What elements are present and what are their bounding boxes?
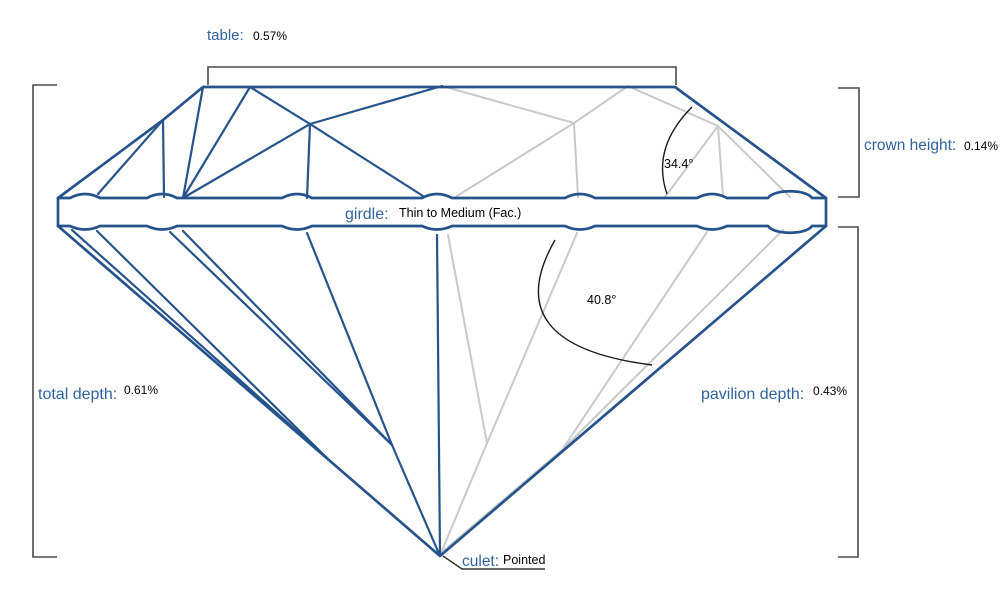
crown-facet-line bbox=[181, 85, 205, 200]
culet-label: culet: bbox=[462, 553, 499, 570]
pavilion-depth-value: 0.43% bbox=[813, 384, 847, 398]
back-pavilion-facet-line bbox=[447, 234, 488, 444]
crown-facet-line bbox=[181, 85, 252, 200]
back-crown-facet-line bbox=[456, 122, 575, 197]
crown-facet-line bbox=[308, 84, 444, 126]
back-pavilion-facet-line bbox=[486, 232, 578, 444]
back-crown-facet-line bbox=[664, 125, 719, 198]
crown-height-label: crown height: bbox=[864, 137, 956, 154]
crown-facet-line bbox=[181, 122, 312, 200]
table-label: table: bbox=[207, 27, 244, 44]
pavilion-depth-bracket bbox=[838, 226, 859, 558]
pavilion-facet-line bbox=[168, 230, 394, 447]
back-crown-facet-line bbox=[441, 85, 575, 124]
table-bracket bbox=[207, 66, 677, 85]
crown-height-bracket bbox=[838, 87, 860, 198]
measurement-brackets bbox=[32, 66, 860, 558]
crown-height-value: 0.14% bbox=[964, 139, 998, 153]
pavilion-facet-line bbox=[95, 229, 329, 460]
total-depth-label: total depth: bbox=[38, 386, 117, 403]
pavilion-facet-line bbox=[435, 233, 442, 558]
crown-facet-line bbox=[305, 122, 312, 200]
back-crown-facet-line bbox=[627, 85, 719, 127]
table-value: 0.57% bbox=[253, 29, 287, 43]
back-crown-facet-line bbox=[573, 122, 579, 198]
diagram-labels: table: 0.57% crown height: 0.14% girdle:… bbox=[38, 27, 998, 570]
pavilion-facet-line bbox=[390, 443, 442, 558]
front-facet-lines bbox=[70, 84, 444, 558]
pavilion-angle-value: 40.8° bbox=[587, 293, 616, 307]
back-facet-lines bbox=[440, 85, 791, 554]
crown-facet-line bbox=[96, 118, 165, 196]
crown-profile bbox=[56, 85, 828, 200]
back-crown-facet-line bbox=[717, 125, 724, 197]
crown-angle-value: 34.4° bbox=[664, 157, 693, 171]
diamond-outline bbox=[56, 85, 828, 558]
pavilion-facet-line bbox=[305, 231, 394, 447]
pavilion-facet-line bbox=[181, 229, 394, 447]
back-pavilion-facet-line bbox=[561, 231, 708, 451]
girdle-value: Thin to Medium (Fac.) bbox=[399, 206, 521, 220]
girdle-label: girdle: bbox=[345, 206, 389, 223]
total-depth-bracket bbox=[32, 84, 57, 558]
back-crown-facet-line bbox=[717, 125, 791, 198]
pavilion-angle-arc bbox=[537, 239, 653, 366]
pavilion-depth-label: pavilion depth: bbox=[701, 386, 804, 403]
back-pavilion-facet-line bbox=[440, 442, 488, 554]
crown-facet-line bbox=[308, 122, 425, 198]
angle-arcs bbox=[537, 106, 693, 366]
crown-facet-line bbox=[161, 118, 166, 199]
total-depth-value: 0.61% bbox=[124, 383, 158, 397]
culet-value: Pointed bbox=[503, 553, 545, 567]
pavilion-profile bbox=[56, 224, 828, 558]
back-pavilion-facet-line bbox=[561, 229, 784, 451]
crown-angle-arc bbox=[661, 106, 693, 195]
culet-leader-line bbox=[442, 555, 545, 570]
back-crown-facet-line bbox=[573, 85, 629, 124]
crown-facet-line bbox=[248, 85, 312, 126]
